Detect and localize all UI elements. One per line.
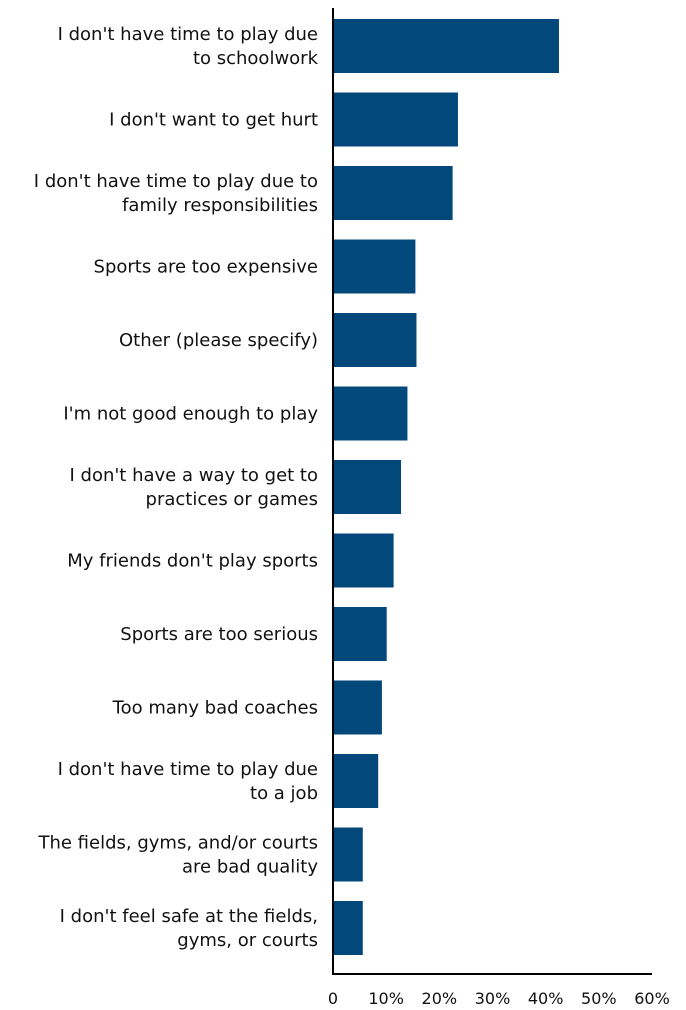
x-tick-label: 0 bbox=[328, 989, 338, 1008]
category-label-line: to schoolwork bbox=[193, 48, 319, 69]
category-label: I don't have time to play due to schoolwo… bbox=[58, 24, 319, 69]
category-label: Sports are too serious bbox=[120, 624, 318, 645]
category-label-line: I don't have time to play due bbox=[58, 759, 318, 780]
category-label-line: gyms, or courts bbox=[177, 930, 318, 951]
category-label-line: I don't want to get hurt bbox=[109, 110, 318, 131]
category-label-line: family responsibilities bbox=[122, 195, 318, 216]
bar bbox=[333, 754, 379, 808]
x-tick-labels-group: 0 10% 20% 30% 40% 50% 60% bbox=[328, 989, 670, 1008]
x-tick-label: 20% bbox=[422, 989, 458, 1008]
category-label: I'm not good enough to play bbox=[63, 404, 318, 425]
category-label-line: Sports are too serious bbox=[120, 624, 318, 645]
bar bbox=[333, 680, 382, 735]
category-label: I don't have time to play due to family r… bbox=[34, 171, 318, 216]
category-label-line: I'm not good enough to play bbox=[63, 404, 318, 425]
category-label-line: The fields, gyms, and/or courts bbox=[37, 833, 318, 854]
bar bbox=[333, 92, 458, 147]
category-label-line: to a job bbox=[250, 783, 318, 804]
category-label: I don't have time to play due to a job bbox=[58, 759, 318, 804]
category-label: Too many bad coaches bbox=[112, 698, 318, 719]
bar bbox=[333, 19, 559, 73]
bar bbox=[333, 386, 408, 441]
x-tick-label: 50% bbox=[581, 989, 617, 1008]
bar bbox=[333, 607, 387, 661]
category-label-line: I don't have time to play due to bbox=[34, 171, 318, 192]
category-label: My friends don't play sports bbox=[67, 551, 318, 572]
x-tick-label: 30% bbox=[475, 989, 511, 1008]
category-label-line: I don't have time to play due bbox=[58, 24, 318, 45]
x-tick-label: 40% bbox=[528, 989, 564, 1008]
category-label: Other (please specify) bbox=[119, 330, 318, 351]
bar bbox=[333, 313, 417, 367]
category-label-line: Too many bad coaches bbox=[112, 698, 318, 719]
bars-group bbox=[333, 19, 559, 955]
category-label: The fields, gyms, and/or courts are bad q… bbox=[37, 833, 318, 878]
category-label-line: I don't have a way to get to bbox=[69, 465, 318, 486]
category-label: I don't have a way to get to practices or… bbox=[69, 465, 318, 510]
bar bbox=[333, 460, 402, 514]
category-label-line: I don't feel safe at the fields, bbox=[60, 906, 318, 927]
category-label-line: practices or games bbox=[146, 489, 318, 510]
bar bbox=[333, 533, 394, 588]
bar bbox=[333, 239, 416, 294]
category-label: I don't want to get hurt bbox=[109, 110, 318, 131]
bar bbox=[333, 827, 363, 882]
category-label-line: are bad quality bbox=[182, 857, 318, 878]
category-label: I don't feel safe at the fields, gyms, or… bbox=[60, 906, 318, 951]
x-tick-label: 60% bbox=[634, 989, 670, 1008]
category-label-line: Other (please specify) bbox=[119, 330, 318, 351]
category-label-line: My friends don't play sports bbox=[67, 551, 318, 572]
x-tick-label: 10% bbox=[368, 989, 404, 1008]
category-labels-group: I don't have time to play due to schoolwo… bbox=[34, 24, 319, 951]
bar bbox=[333, 166, 453, 220]
bar bbox=[333, 901, 363, 955]
category-label-line: Sports are too expensive bbox=[94, 257, 318, 278]
category-label: Sports are too expensive bbox=[94, 257, 318, 278]
